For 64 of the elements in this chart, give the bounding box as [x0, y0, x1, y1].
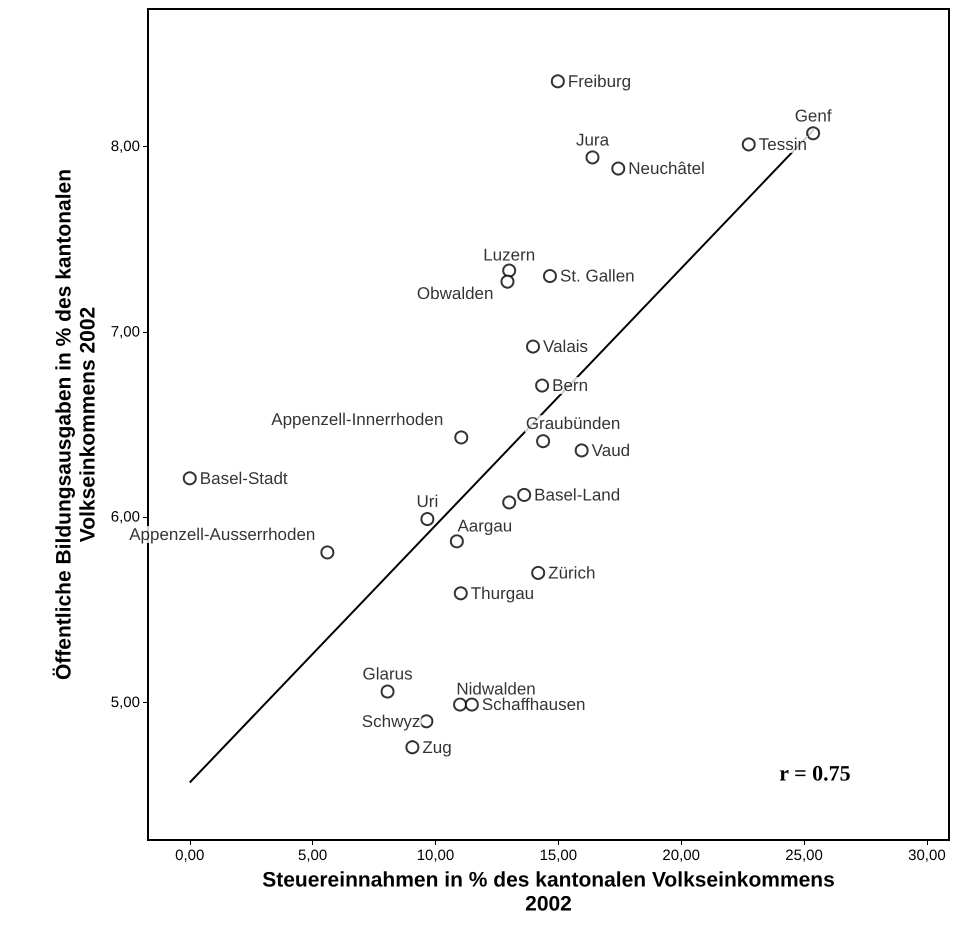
point: [535, 378, 550, 393]
point: [550, 74, 565, 88]
point: [453, 698, 468, 712]
x-tick-label: 20,00: [662, 847, 700, 864]
point: [574, 443, 589, 458]
point: [585, 150, 600, 164]
point: [454, 430, 468, 444]
point: [611, 162, 626, 176]
point: [500, 274, 514, 289]
data-label: Tessin: [758, 134, 807, 154]
x-tick-label: 15,00: [540, 847, 578, 864]
data-label: Schwyz: [362, 712, 420, 731]
data-label: Basel-Stadt: [200, 468, 288, 488]
data-label: Graubünden: [526, 414, 620, 434]
data-label: Zürich: [548, 563, 596, 582]
data-label: Neuchâtel: [628, 159, 705, 178]
data-label: St. Gallen: [560, 266, 635, 286]
y-tick-label: 8,00: [110, 138, 140, 155]
point: [420, 512, 434, 526]
data-label: Zug: [422, 738, 452, 757]
point: [502, 264, 516, 278]
x-tick-label: 0,00: [175, 847, 204, 864]
point: [454, 586, 468, 600]
point: [526, 340, 540, 354]
data-label: Basel-Land: [534, 485, 620, 504]
data-label: Obwalden: [416, 284, 494, 304]
point: [517, 488, 532, 502]
point: [542, 269, 557, 284]
point: [806, 126, 820, 140]
data-label: Genf: [794, 106, 832, 126]
data-label: Glarus: [362, 664, 413, 684]
data-label: Bern: [552, 376, 588, 396]
y-tick-label: 7,00: [110, 323, 140, 340]
point: [380, 684, 395, 699]
point: [320, 545, 334, 560]
y-tick-label: 6,00: [110, 508, 140, 526]
point: [450, 534, 464, 548]
x-tick-label: 25,00: [785, 847, 823, 864]
data-label: Luzern: [483, 246, 536, 265]
data-label: Appenzell-Innerrhoden: [271, 410, 444, 429]
point: [502, 495, 516, 510]
x-tick-label: 30,00: [908, 847, 946, 864]
data-label: Thurgau: [470, 584, 534, 603]
x-tick-label: 10,00: [416, 847, 454, 864]
annotation: r = 0.75: [779, 760, 851, 786]
point: [536, 434, 550, 448]
data-label: Freiburg: [568, 72, 632, 91]
point: [531, 566, 546, 580]
data-label: Valais: [543, 337, 588, 356]
data-label: Jura: [576, 130, 610, 150]
point: [464, 698, 479, 712]
point: [182, 471, 197, 486]
y-tick-label: 5,00: [110, 694, 140, 712]
x-axis-title: Steuereinnahmen in % des kantonalen Volkseinkommens 2002: [262, 868, 835, 916]
data-label: Aargau: [457, 516, 512, 536]
y-axis-title: Öffentliche Bildungsausgaben in % des kantonalen Volkseinkommens 2002: [52, 168, 100, 680]
point: [419, 714, 434, 728]
data-label: Uri: [416, 492, 438, 512]
x-tick-label: 5,00: [298, 847, 328, 864]
data-label: Nidwalden: [456, 680, 536, 699]
data-label: Vaud: [592, 440, 630, 460]
data-label: Appenzell-Ausserrhoden: [129, 524, 316, 544]
point: [405, 740, 420, 754]
point: [742, 137, 756, 152]
